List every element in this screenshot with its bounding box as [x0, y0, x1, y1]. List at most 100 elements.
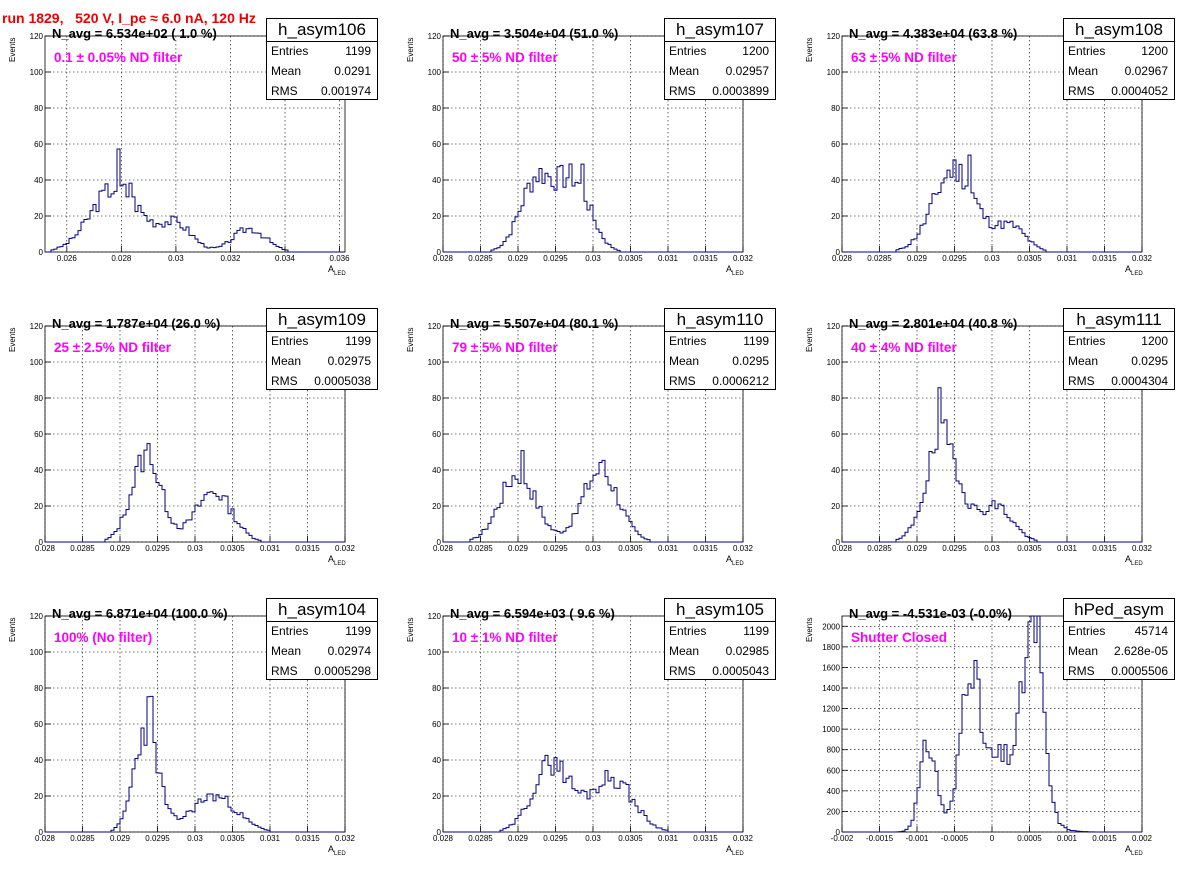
- y-tick-label: 0: [836, 538, 841, 547]
- stats-row-rms: RMS 0.001974: [271, 82, 371, 100]
- y-tick-label: 60: [34, 430, 43, 439]
- x-tick-label: 0.0305: [618, 544, 643, 553]
- plot-frame: [442, 615, 744, 833]
- stats-value: 0.02974: [327, 644, 371, 658]
- x-tick-label: 0.029: [508, 834, 529, 843]
- x-tick-label: 0.031: [1057, 254, 1078, 263]
- stats-box: h_asym106 Entries 1199 Mean 0.0291 RMS 0.00197…: [266, 18, 378, 100]
- stats-box: hPed_asym Entries 45714 Mean 2.628e-05 RMS 0.0…: [1063, 598, 1175, 680]
- x-tick-label: 0.0295: [145, 544, 170, 553]
- plot-frame: [841, 35, 1143, 253]
- stats-row-rms: RMS 0.0005043: [669, 662, 769, 680]
- histogram-panel: 0.028 0.0285 0.029 0.0295 0.03 0.0305 0.031 0.0…: [797, 0, 1195, 290]
- x-tick-label: 0.0295: [543, 254, 568, 263]
- filter-label: 79 ± 5% ND filter: [452, 340, 558, 355]
- stats-box: h_asym108 Entries 1200 Mean 0.02967 RMS 0.0004…: [1063, 18, 1175, 100]
- stats-value: 0.02957: [725, 64, 769, 78]
- stats-key: Mean: [669, 644, 700, 658]
- histogram-line: [45, 148, 345, 253]
- x-tick-label: 0.029: [907, 544, 928, 553]
- x-tick-label: 0.032: [220, 254, 241, 263]
- x-tick-label: 0.03: [984, 254, 1000, 263]
- stats-value: 0.0004304: [1111, 374, 1168, 388]
- x-tick-label: 0.031: [658, 834, 679, 843]
- x-tick-label: 0.0295: [145, 834, 170, 843]
- x-tick-label: 0.032: [1132, 544, 1153, 553]
- stats-key: Entries: [1068, 334, 1106, 348]
- stats-value: 0.02985: [725, 644, 769, 658]
- histogram-panel: 0.028 0.0285 0.029 0.0295 0.03 0.0305 0.031 0.0…: [0, 580, 398, 870]
- stats-value: 1199: [743, 624, 769, 638]
- stats-value: 45714: [1134, 624, 1168, 638]
- run-title: run 1829, 520 V, I_pe ≈ 6.0 nA, 120 Hz: [2, 10, 256, 26]
- x-axis-label-sub: LED: [732, 270, 744, 277]
- plot-frame: [841, 615, 1143, 833]
- stats-row-entries: Entries 1199: [271, 332, 371, 350]
- x-tick-label: 0.0315: [295, 544, 320, 553]
- y-tick-label: 1800: [822, 643, 840, 652]
- histogram-line: [443, 450, 743, 543]
- histogram-panel: 0.028 0.0285 0.029 0.0295 0.03 0.0305 0.031 0.0…: [398, 580, 796, 870]
- x-axis-label-sub: LED: [1131, 850, 1143, 857]
- y-tick-label: 80: [831, 104, 840, 113]
- y-axis-label: Events: [406, 617, 415, 642]
- x-tick-label: 0.0285: [468, 834, 493, 843]
- y-tick-label: 2000: [822, 622, 840, 631]
- filter-label: 25 ± 2.5% ND filter: [54, 340, 171, 355]
- stats-key: RMS: [669, 664, 696, 678]
- x-tick-label: 0.031: [260, 834, 281, 843]
- y-tick-label: 20: [432, 212, 441, 221]
- filter-label: 50 ± 5% ND filter: [452, 50, 558, 65]
- stats-key: Mean: [1068, 354, 1099, 368]
- y-tick-label: 120: [428, 322, 442, 331]
- y-axis-label: Events: [8, 617, 17, 642]
- y-tick-label: 120: [30, 32, 44, 41]
- stats-key: RMS: [271, 84, 298, 98]
- y-axis-label: Events: [805, 617, 814, 642]
- x-tick-label: 0.0295: [942, 544, 967, 553]
- y-tick-label: 60: [34, 140, 43, 149]
- stats-row-entries: Entries 1200: [669, 42, 769, 60]
- stats-box: h_asym104 Entries 1199 Mean 0.02974 RMS 0.0005…: [266, 598, 378, 680]
- navg-label: N_avg = 5.507e+04 (80.1 %): [450, 316, 619, 331]
- y-tick-label: 1400: [822, 684, 840, 693]
- histogram-plot: -0.002 -0.0015 -0.001 -0.0005 0 0.0005 0.001 0.…: [822, 615, 1153, 843]
- stats-row-rms: RMS 0.0005506: [1068, 662, 1168, 680]
- y-tick-label: 400: [827, 787, 841, 796]
- stats-key: Entries: [1068, 624, 1106, 638]
- x-tick-label: 0.028: [35, 544, 56, 553]
- histogram-name: h_asym105: [665, 599, 775, 622]
- navg-label: N_avg = 4.383e+04 (63.8 %): [849, 26, 1018, 41]
- stats-key: Entries: [669, 334, 707, 348]
- plot-frame: [442, 35, 744, 253]
- histogram-panel: 0.026 0.028 0.03 0.032 0.034 0.036 0 20 40 60 80 10…: [0, 0, 398, 290]
- stats-key: Mean: [1068, 644, 1099, 658]
- x-axis-label: ALED: [726, 844, 744, 857]
- histogram-panel: 0.028 0.0285 0.029 0.0295 0.03 0.0305 0.031 0.0…: [797, 290, 1195, 580]
- x-axis-label-main: A: [328, 554, 335, 564]
- stats-box: h_asym110 Entries 1199 Mean 0.0295 RMS 0.00062…: [664, 308, 776, 390]
- histogram-line: [842, 154, 1142, 253]
- histogram-name: hPed_asym: [1064, 599, 1174, 622]
- stats-value: 0.0005038: [314, 374, 371, 388]
- stats-row-rms: RMS 0.0003899: [669, 82, 769, 100]
- histogram-name: h_asym106: [267, 19, 377, 42]
- x-axis-label-sub: LED: [334, 270, 346, 277]
- y-tick-label: 100: [428, 68, 442, 77]
- histogram-panel: 0.028 0.0285 0.029 0.0295 0.03 0.0305 0.031 0.0…: [398, 0, 796, 290]
- y-tick-label: 80: [432, 394, 441, 403]
- stats-value: 0.0005043: [712, 664, 769, 678]
- y-tick-label: 80: [831, 394, 840, 403]
- stats-row-rms: RMS 0.0005298: [271, 662, 371, 680]
- x-tick-label: 0.0305: [220, 834, 245, 843]
- y-axis-label: Events: [805, 327, 814, 352]
- y-tick-label: 1000: [822, 725, 840, 734]
- histogram-line: [443, 163, 743, 253]
- stats-value: 0.0006212: [712, 374, 769, 388]
- x-tick-label: 0.001: [1057, 834, 1078, 843]
- y-tick-label: 60: [831, 140, 840, 149]
- x-tick-label: 0.029: [110, 834, 131, 843]
- x-tick-label: 0.026: [57, 254, 78, 263]
- x-tick-label: 0.028: [433, 544, 454, 553]
- x-axis-label: ALED: [328, 264, 346, 277]
